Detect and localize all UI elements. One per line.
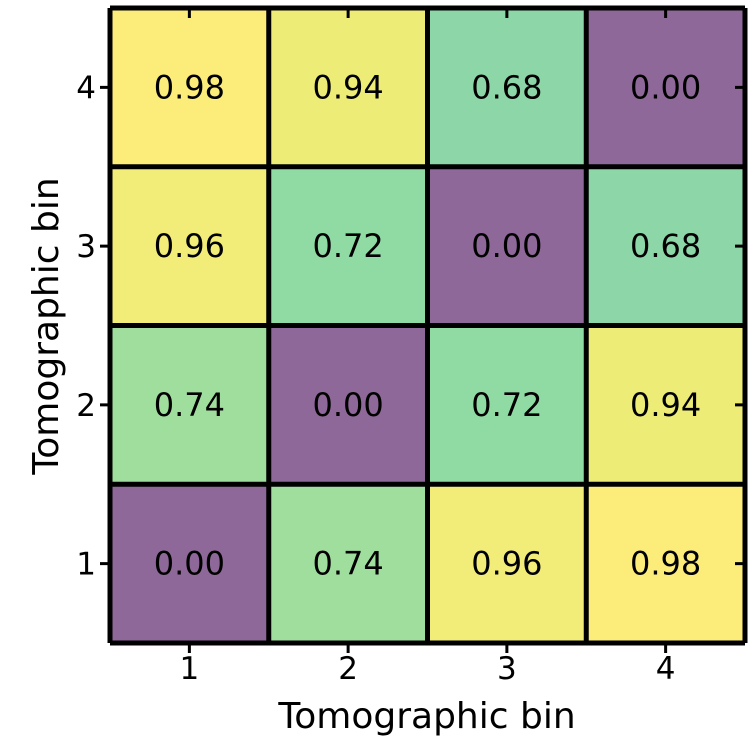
heatmap-cell-1-3 bbox=[427, 484, 587, 643]
y-tick-label-3: 3 bbox=[76, 229, 96, 265]
cell-value-label-2-4: 0.94 bbox=[630, 386, 701, 424]
heatmap-cell-4-3 bbox=[427, 8, 587, 167]
heatmap-cell-1-2 bbox=[268, 484, 428, 643]
heatmap-cell-4-2 bbox=[268, 8, 428, 167]
cell-value-label-2-3: 0.72 bbox=[471, 386, 542, 424]
cell-value-label-4-3: 0.68 bbox=[471, 68, 542, 106]
heatmap-cell-3-1 bbox=[110, 166, 269, 326]
y-tick-label-1: 1 bbox=[76, 547, 96, 583]
cell-value-label-3-2: 0.72 bbox=[313, 227, 384, 265]
x-tick-label-4: 4 bbox=[656, 651, 676, 687]
cell-value-label-3-3: 0.00 bbox=[471, 227, 542, 265]
x-tick-label-3: 3 bbox=[497, 651, 517, 687]
y-tick-label-2: 2 bbox=[76, 388, 96, 424]
cell-value-label-2-2: 0.00 bbox=[313, 386, 384, 424]
y-tick-label-4: 4 bbox=[76, 70, 96, 106]
cell-value-label-1-3: 0.96 bbox=[471, 545, 542, 583]
x-axis-label: Tomographic bin bbox=[277, 696, 575, 737]
heatmap-cell-4-4 bbox=[586, 8, 745, 167]
heatmap-cell-4-1 bbox=[110, 8, 269, 167]
heatmap-cell-3-2 bbox=[268, 166, 428, 326]
cell-value-label-4-1: 0.98 bbox=[154, 68, 225, 106]
tick-labels: 1 2 3 4 1 2 3 4 bbox=[76, 70, 675, 687]
cell-value-label-1-4: 0.98 bbox=[630, 545, 701, 583]
heatmap-cell-2-3 bbox=[427, 325, 587, 485]
x-tick-label-2: 2 bbox=[338, 651, 358, 687]
cell-borders bbox=[107, 5, 748, 646]
cell-value-label-4-2: 0.94 bbox=[313, 68, 384, 106]
cell-value-label-1-1: 0.00 bbox=[154, 545, 225, 583]
heatmap-cell-2-2 bbox=[268, 325, 428, 485]
heatmap-cell-3-4 bbox=[586, 166, 745, 326]
heatmap-cells: 0.00 0.74 0.96 0.98 0.74 0.00 0.72 0.94 0.96 0.72… bbox=[110, 8, 745, 643]
cell-value-label-2-1: 0.74 bbox=[154, 386, 225, 424]
heatmap-cell-1-1 bbox=[110, 484, 269, 643]
cell-value-label-1-2: 0.74 bbox=[313, 545, 384, 583]
y-axis-label: Tomographic bin bbox=[26, 177, 67, 475]
cell-value-label-3-1: 0.96 bbox=[154, 227, 225, 265]
heatmap-cell-3-3 bbox=[427, 166, 587, 326]
heatmap-cell-2-4 bbox=[586, 325, 745, 485]
x-tick-label-1: 1 bbox=[180, 651, 200, 687]
cell-value-label-4-4: 0.00 bbox=[630, 68, 701, 106]
cell-value-label-3-4: 0.68 bbox=[630, 227, 701, 265]
axis-ticks bbox=[100, 8, 745, 653]
heatmap-cell-2-1 bbox=[110, 325, 269, 485]
heatmap-cell-1-4 bbox=[586, 484, 745, 643]
